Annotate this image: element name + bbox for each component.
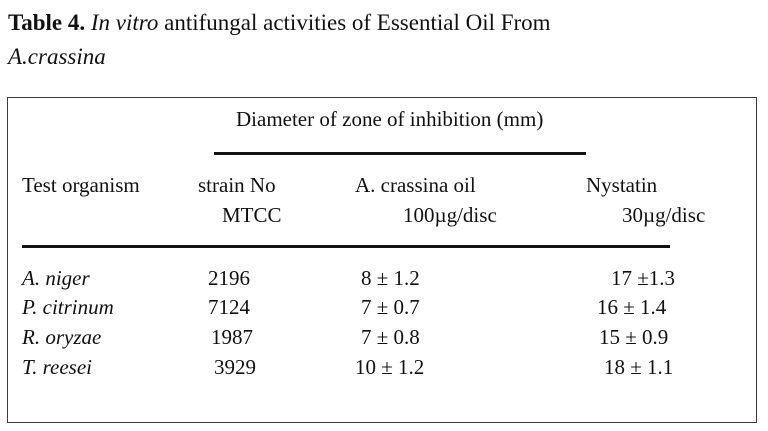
cell-oil: 7 ± 0.8 [361,325,420,349]
header-nystatin-line2: 30µg/disc [622,203,706,227]
cell-strain: 7124 [208,295,250,319]
table-caption-label: Table 4. [8,10,86,35]
header-oil-line1: A. crassina oil [355,173,476,197]
header-strain-line2: MTCC [222,203,282,227]
table-spanner-heading: Diameter of zone of inhibition (mm) [236,107,544,131]
table-caption-species: A.crassina [8,44,106,69]
cell-oil: 8 ± 1.2 [361,266,420,290]
table-header-rule [22,245,670,248]
cell-strain: 1987 [211,325,253,349]
cell-oil: 7 ± 0.7 [361,295,420,319]
table-spanner-rule [214,152,586,155]
table-caption-text: antifungal activities of Essential Oil F… [164,10,551,35]
table-caption: Table 4. In vitro antifungal activities … [8,6,758,74]
cell-organism: A. niger [22,266,90,290]
header-test-organism: Test organism [22,173,140,197]
cell-organism: P. citrinum [22,295,114,319]
cell-nystatin: 16 ± 1.4 [597,295,667,319]
cell-strain: 2196 [208,266,250,290]
cell-strain: 3929 [214,355,256,379]
table-caption-italic-phrase: In vitro [90,10,159,35]
cell-organism: R. oryzae [22,325,102,349]
cell-oil: 10 ± 1.2 [355,355,425,379]
cell-nystatin: 17 ±1.3 [611,266,676,290]
cell-organism: T. reesei [22,355,92,379]
cell-nystatin: 18 ± 1.1 [604,355,674,379]
cell-nystatin: 15 ± 0.9 [599,325,669,349]
header-strain-line1: strain No [198,173,276,197]
header-nystatin-line1: Nystatin [586,173,658,197]
table-frame: Diameter of zone of inhibition (mm) Test… [7,97,757,423]
header-oil-line2: 100µg/disc [403,203,497,227]
